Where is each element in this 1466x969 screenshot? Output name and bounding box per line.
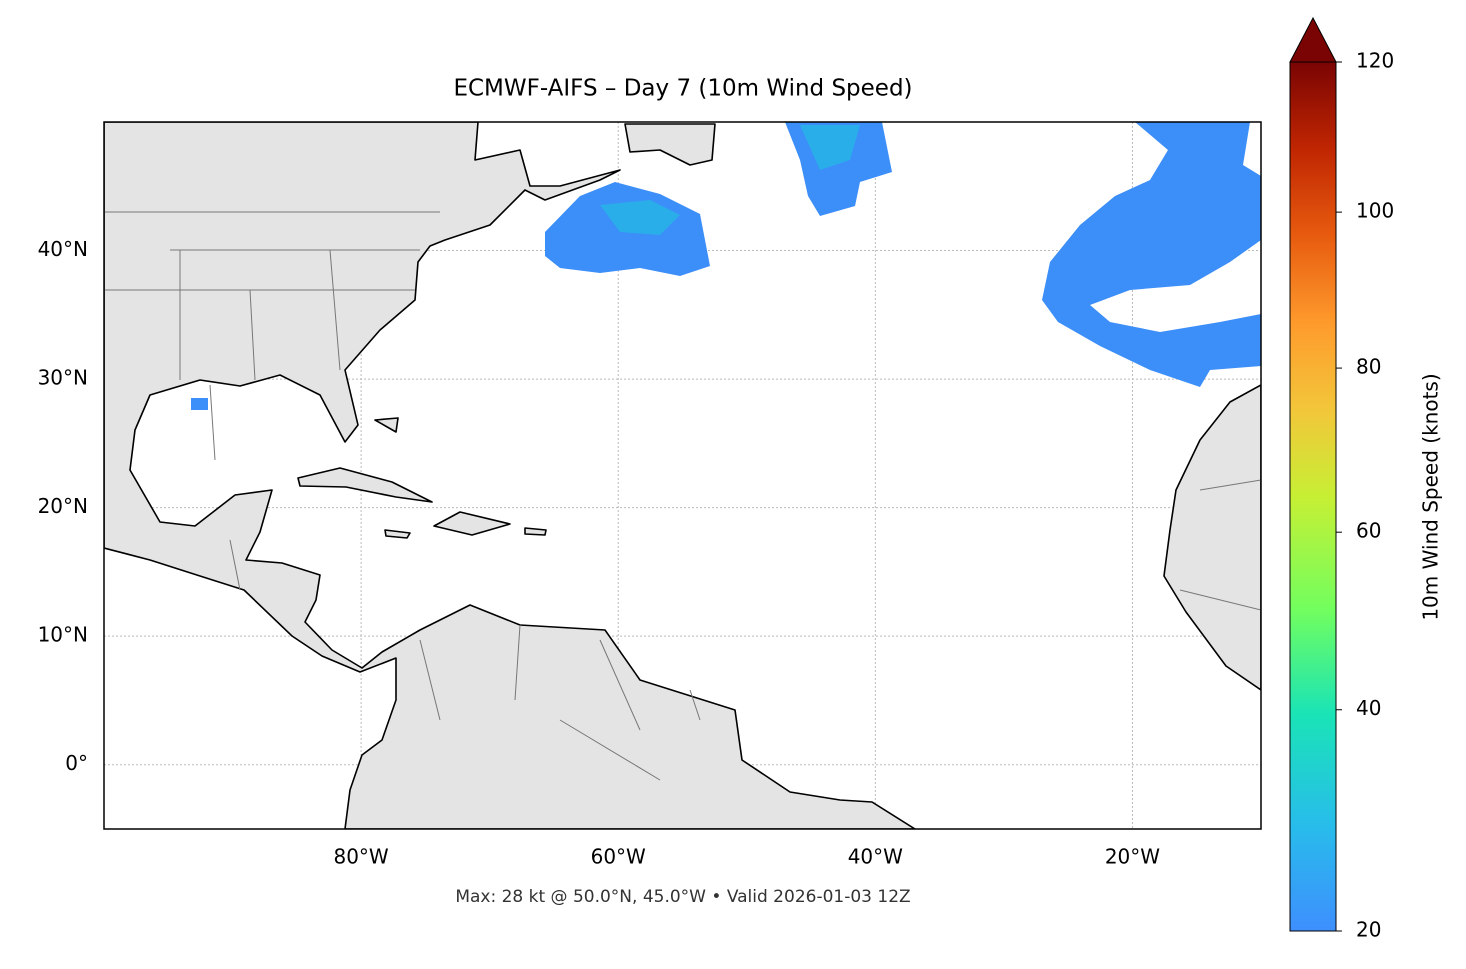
colorbar-tick-label: 40 <box>1356 696 1381 720</box>
colorbar-tick-label: 80 <box>1356 355 1381 379</box>
title: ECMWF-AIFS – Day 7 (10m Wind Speed) <box>453 76 912 102</box>
colorbar-label: 10m Wind Speed (knots) <box>1419 373 1443 620</box>
y-tick-label: 40°N <box>38 237 88 261</box>
colorbar-tick-label: 120 <box>1356 49 1394 73</box>
footer: Max: 28 kt @ 50.0°N, 45.0°W • Valid 2026… <box>455 887 910 907</box>
colorbar-extend <box>1289 16 1337 63</box>
colorbar-tick-label: 60 <box>1356 519 1381 543</box>
x-tick-label: 80°W <box>333 845 388 869</box>
x-tick-label: 60°W <box>591 845 646 869</box>
colorbar-gradient <box>1290 62 1336 931</box>
x-tick-label: 40°W <box>848 845 903 869</box>
map-frame <box>103 121 1262 830</box>
map-canvas <box>104 122 1261 829</box>
y-tick-label: 20°N <box>38 494 88 518</box>
colorbar: 20 40 60 80 100 120 <box>1289 16 1394 942</box>
x-tick-label: 20°W <box>1105 845 1160 869</box>
colorbar-tick-label: 20 <box>1356 918 1381 942</box>
y-tick-label: 10°N <box>38 623 88 647</box>
y-tick-label: 30°N <box>38 366 88 390</box>
y-tick-label: 0° <box>65 751 88 775</box>
colorbar-tick-label: 100 <box>1356 199 1394 223</box>
colorbar-frame <box>1289 61 1337 932</box>
